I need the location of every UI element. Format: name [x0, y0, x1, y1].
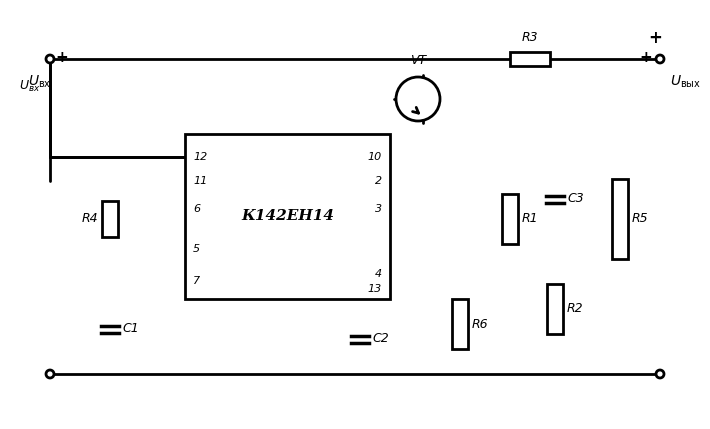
Text: 11: 11	[193, 176, 207, 186]
Bar	[502, 194, 518, 244]
Text: +: +	[639, 49, 652, 64]
Text: C1: C1	[122, 323, 138, 335]
Text: R2: R2	[567, 302, 584, 315]
Text: +: +	[648, 29, 662, 47]
Text: 7: 7	[193, 276, 200, 286]
Bar	[547, 284, 563, 334]
Text: 13: 13	[368, 284, 382, 294]
Bar	[185, 134, 390, 299]
Text: R4: R4	[82, 212, 98, 226]
Circle shape	[47, 371, 53, 377]
Text: R6: R6	[472, 317, 488, 330]
Circle shape	[656, 370, 664, 378]
Text: R5: R5	[632, 212, 649, 226]
Text: 5: 5	[193, 244, 200, 254]
Circle shape	[46, 55, 54, 63]
Bar	[452, 299, 468, 349]
Text: VT: VT	[410, 54, 426, 67]
Circle shape	[656, 55, 664, 63]
Text: 4: 4	[375, 269, 382, 279]
Text: 10: 10	[368, 152, 382, 162]
Text: 6: 6	[193, 204, 200, 214]
Text: К142ЕН14: К142ЕН14	[241, 209, 334, 224]
Text: 2: 2	[375, 176, 382, 186]
Text: R1: R1	[522, 212, 539, 226]
Text: C3: C3	[567, 193, 584, 205]
Text: $U_{\rm вых}$: $U_{\rm вых}$	[670, 74, 701, 91]
Text: 12: 12	[193, 152, 207, 162]
Circle shape	[46, 370, 54, 378]
Text: $U_{\rm вх}$: $U_{\rm вх}$	[28, 74, 52, 91]
Circle shape	[396, 77, 440, 121]
Bar	[510, 52, 550, 66]
Text: $U_{вх}$: $U_{вх}$	[19, 79, 40, 94]
Bar	[102, 201, 118, 237]
Text: +: +	[55, 49, 67, 64]
Text: 3: 3	[375, 204, 382, 214]
Text: R3: R3	[522, 31, 538, 44]
Text: C2: C2	[372, 332, 389, 345]
Bar	[612, 179, 628, 259]
